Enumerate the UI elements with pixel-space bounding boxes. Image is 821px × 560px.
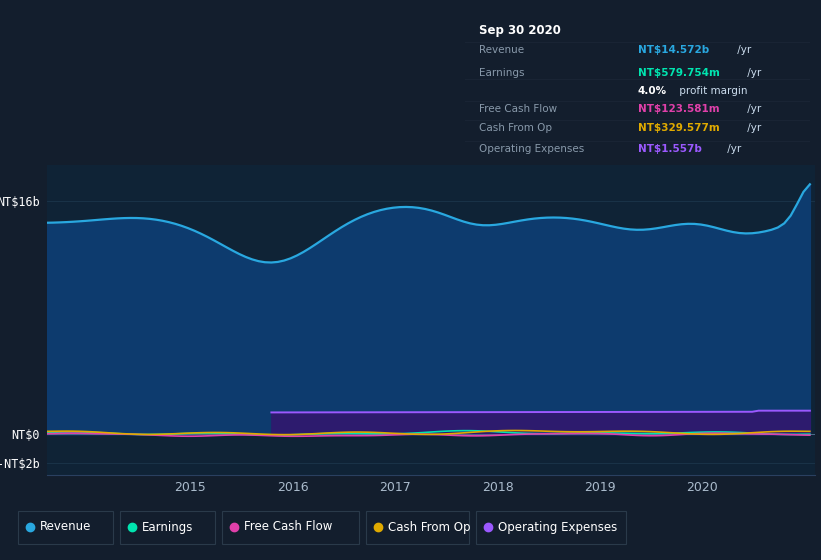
FancyBboxPatch shape (222, 511, 359, 544)
Text: Revenue: Revenue (479, 45, 524, 55)
Text: profit margin: profit margin (677, 86, 748, 96)
Text: /yr: /yr (744, 123, 761, 133)
Text: Free Cash Flow: Free Cash Flow (244, 520, 333, 534)
Text: NT$1.557b: NT$1.557b (637, 144, 701, 154)
Text: NT$123.581m: NT$123.581m (637, 104, 719, 114)
Text: Sep 30 2020: Sep 30 2020 (479, 24, 561, 37)
Text: Revenue: Revenue (40, 520, 91, 534)
Text: /yr: /yr (724, 144, 741, 154)
FancyBboxPatch shape (18, 511, 113, 544)
Text: Cash From Op: Cash From Op (479, 123, 552, 133)
Text: /yr: /yr (744, 68, 761, 78)
Text: Operating Expenses: Operating Expenses (498, 520, 617, 534)
Text: /yr: /yr (744, 104, 761, 114)
Text: 4.0%: 4.0% (637, 86, 667, 96)
Text: Earnings: Earnings (142, 520, 194, 534)
Text: Operating Expenses: Operating Expenses (479, 144, 584, 154)
Text: /yr: /yr (734, 45, 751, 55)
FancyBboxPatch shape (120, 511, 215, 544)
Text: NT$329.577m: NT$329.577m (637, 123, 719, 133)
Text: Cash From Op: Cash From Op (388, 520, 470, 534)
Text: NT$579.754m: NT$579.754m (637, 68, 719, 78)
Text: Earnings: Earnings (479, 68, 525, 78)
FancyBboxPatch shape (476, 511, 626, 544)
Text: Free Cash Flow: Free Cash Flow (479, 104, 557, 114)
FancyBboxPatch shape (366, 511, 469, 544)
Text: NT$14.572b: NT$14.572b (637, 45, 709, 55)
